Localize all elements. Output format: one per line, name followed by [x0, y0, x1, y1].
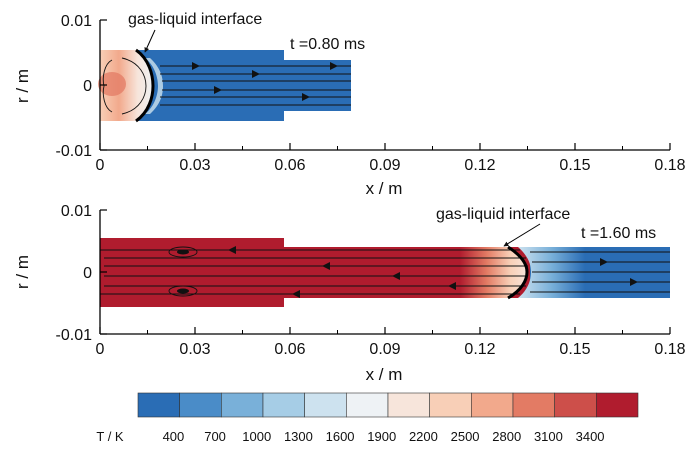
colorbar-title: T / K — [96, 429, 124, 444]
x-tick-label-bottom: 0.09 — [369, 341, 400, 358]
colorbar-level-label: 3400 — [576, 429, 605, 444]
colorbar-swatch — [387, 392, 430, 418]
arrow-bot-5 — [292, 290, 300, 298]
colorbar-level-label: 3100 — [534, 429, 563, 444]
arrow-top-3 — [214, 86, 222, 94]
y-tick-label-bottom: -0.01 — [56, 327, 93, 344]
arrow-bot-2 — [322, 262, 330, 270]
x-axis-label-bottom: x / m — [366, 365, 403, 384]
interface-annotation-arrow-bottom — [503, 223, 541, 247]
time-label-bottom: t =1.60 ms — [581, 225, 656, 242]
y-tick-label-top: -0.01 — [56, 143, 93, 160]
arrow-bot-1 — [228, 246, 236, 254]
interface-annotation-arrow-top — [144, 29, 156, 53]
colorbar-swatch — [596, 392, 639, 418]
streamlines-top — [102, 57, 351, 115]
cooling-gradient-bottom — [518, 247, 585, 298]
arrow-top-2 — [252, 70, 260, 78]
colorbar-level-label: 1900 — [367, 429, 396, 444]
colorbar-swatch — [221, 392, 264, 418]
x-tick-label-top: 0.03 — [179, 157, 210, 174]
colorbar-swatch — [512, 392, 555, 418]
x-tick-label-top: 0.09 — [369, 157, 400, 174]
colorbar-level-label: 2500 — [451, 429, 480, 444]
arrow-top-5 — [330, 62, 338, 70]
x-tick-label-bottom: 0.18 — [654, 341, 685, 358]
colorbar-swatch — [429, 392, 472, 418]
arrow-bot-3 — [392, 272, 400, 280]
x-tick-label-bottom: 0.15 — [559, 341, 590, 358]
colorbar-level-label: 1000 — [242, 429, 271, 444]
hot-core-top — [98, 72, 126, 96]
cold-region-top — [100, 50, 351, 121]
arrow-bot-6 — [600, 258, 608, 266]
x-tick-label-top: 0.12 — [464, 157, 495, 174]
colorbar-swatch — [262, 392, 305, 418]
y-axis-label-top: r / m — [13, 69, 32, 103]
vortex-upper — [168, 246, 198, 258]
colorbar-swatch — [137, 392, 180, 418]
arrow-bot-7 — [630, 278, 638, 286]
vortex-lower — [168, 285, 198, 297]
vortex-lower-core — [177, 288, 189, 294]
colorbar-level-label: 2800 — [492, 429, 521, 444]
interface-annotation-top: gas-liquid interface — [128, 11, 262, 28]
x-tick-label-top: 0.06 — [274, 157, 305, 174]
colorbar-swatch — [179, 392, 222, 418]
colorbar-level-label: 1600 — [326, 429, 355, 444]
x-axis-label-top: x / m — [366, 179, 403, 198]
gas-liquid-interface-top — [135, 48, 155, 123]
temperature-field-top — [98, 50, 351, 121]
colorbar-swatch — [346, 392, 389, 418]
x-tick-label-top: 0 — [96, 157, 105, 174]
y-axis-label-bottom: r / m — [13, 255, 32, 289]
top-panel: 0 0.03 0.06 0.09 0.12 0.15 0.18 0.010-0.01 x /… — [13, 11, 686, 198]
colorbar-level-label: 2200 — [409, 429, 438, 444]
y-tick-label-top: 0 — [83, 78, 92, 95]
x-tick-label-top: 0.15 — [559, 157, 590, 174]
x-tick-label-top: 0.18 — [654, 157, 685, 174]
arrow-top-1 — [192, 62, 200, 70]
arrow-top-4 — [302, 93, 310, 101]
cool-band-top — [145, 58, 163, 114]
vortex-upper-core — [177, 249, 189, 255]
colorbar-level-label: 1300 — [284, 429, 313, 444]
arrow-bot-4 — [448, 282, 456, 290]
colorbar: 400 700 1000 1300 1600 1900 2200 2500 2800 3100 34… — [96, 392, 639, 444]
temperature-field-bottom — [100, 238, 670, 307]
colorbar-swatch — [304, 392, 347, 418]
interface-annotation-bottom: gas-liquid interface — [436, 206, 570, 223]
x-tick-label-bottom: 0 — [96, 341, 105, 358]
y-tick-label-bottom: 0 — [83, 265, 92, 282]
x-tick-label-bottom: 0.12 — [464, 341, 495, 358]
flame-front-gradient-bottom — [460, 247, 527, 298]
bottom-panel: 0 0.03 0.06 0.09 0.12 0.15 0.18 0.010-0.01 x /… — [13, 203, 686, 384]
colorbar-swatch — [471, 392, 514, 418]
x-tick-label-bottom: 0.06 — [274, 341, 305, 358]
x-tick-label-bottom: 0.03 — [179, 341, 210, 358]
axes-top: 0 0.03 0.06 0.09 0.12 0.15 0.18 0.010-0.01 — [56, 13, 686, 174]
gas-liquid-interface-bottom — [507, 245, 529, 300]
y-tick-label-bottom: 0.01 — [61, 203, 92, 220]
y-tick-label-top: 0.01 — [61, 13, 92, 30]
axes-bottom: 0 0.03 0.06 0.09 0.12 0.15 0.18 0.010-0.01 — [56, 203, 686, 358]
streamlines-bottom — [100, 246, 670, 298]
colorbar-swatch — [554, 392, 597, 418]
time-label-top: t =0.80 ms — [290, 36, 365, 53]
colorbar-level-label: 700 — [204, 429, 226, 444]
colorbar-level-label: 400 — [163, 429, 185, 444]
